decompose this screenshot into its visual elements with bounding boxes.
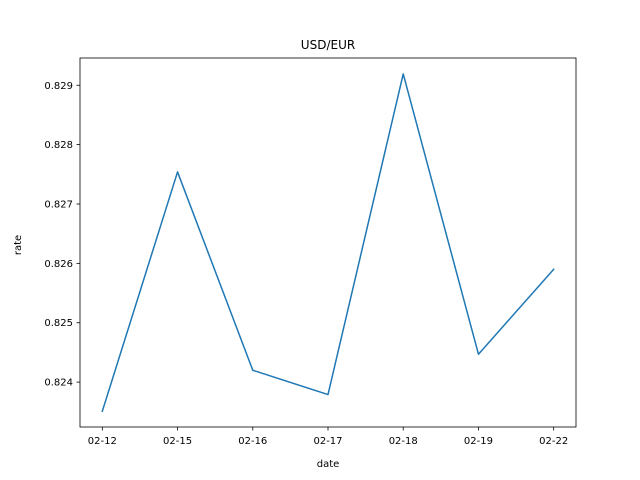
plot-area: 02-12 02-15 02-16 02-17 02-18 02-19 02-22 0.824…	[44, 57, 577, 447]
y-tick-label: 0.826	[44, 259, 73, 270]
y-tick-label: 0.829	[44, 81, 73, 92]
x-tick-label: 02-16	[238, 436, 267, 447]
chart-title: USD/EUR	[301, 38, 355, 52]
x-tick-label: 02-15	[163, 436, 192, 447]
x-tick-label: 02-17	[313, 436, 342, 447]
y-tick-label: 0.825	[44, 318, 73, 329]
x-tick-label: 02-18	[389, 436, 418, 447]
y-axis-label: rate	[13, 235, 24, 255]
x-tick-label: 02-22	[539, 436, 568, 447]
x-axis-label: date	[317, 459, 340, 470]
y-tick-label: 0.827	[44, 199, 73, 210]
series-line-0	[101, 73, 555, 413]
y-tick-label: 0.824	[44, 378, 73, 389]
x-tick-label: 02-12	[88, 436, 117, 447]
y-tick-label: 0.828	[44, 140, 73, 151]
x-tick-label: 02-19	[464, 436, 493, 447]
